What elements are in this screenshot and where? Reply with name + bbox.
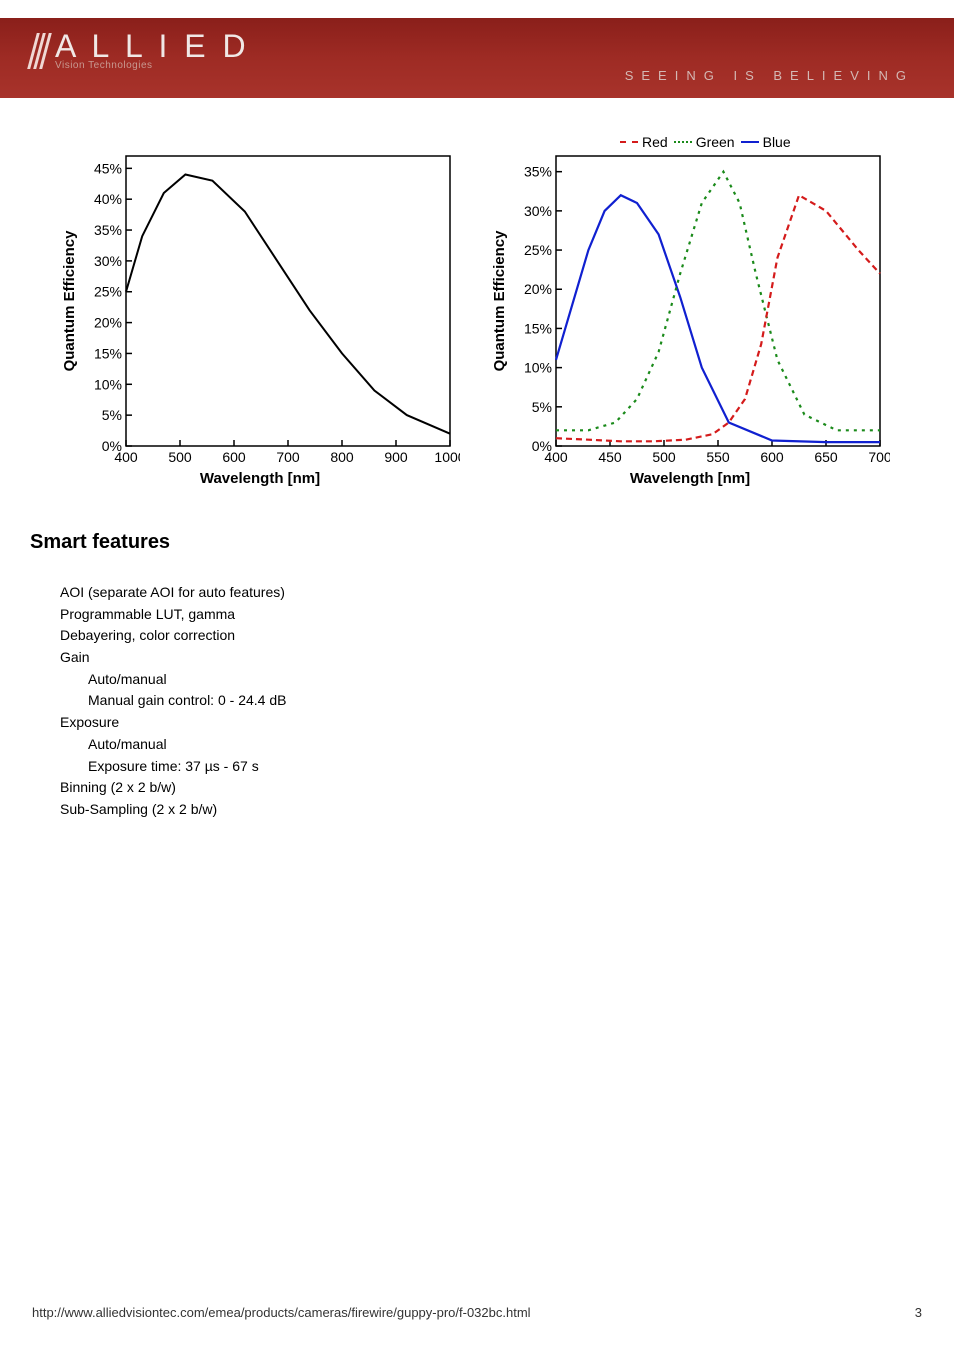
legend-item: Green (674, 134, 735, 150)
svg-text:30%: 30% (94, 253, 122, 269)
svg-text:30%: 30% (524, 203, 552, 219)
svg-text:500: 500 (652, 449, 676, 465)
svg-text:15%: 15% (94, 345, 122, 361)
page-header: A L L I E D Vision Technologies SEEING I… (0, 0, 954, 98)
logo-stripes (27, 33, 52, 69)
feature-item: Exposure (60, 712, 894, 734)
svg-text:40%: 40% (94, 191, 122, 207)
feature-item: Manual gain control: 0 - 24.4 dB (88, 690, 894, 712)
logo-main: A L L I E D (55, 30, 250, 62)
svg-text:700: 700 (868, 449, 890, 465)
feature-item: Programmable LUT, gamma (60, 604, 894, 626)
chart-rgb-legend: Red Green Blue (620, 134, 791, 150)
svg-text:Quantum Efficiency: Quantum Efficiency (491, 230, 508, 372)
tagline: SEEING IS BELIEVING (625, 68, 914, 83)
section-title: Smart features (30, 531, 894, 554)
svg-text:5%: 5% (532, 399, 552, 415)
svg-text:5%: 5% (102, 407, 122, 423)
footer-page: 3 (915, 1305, 922, 1320)
feature-item: Exposure time: 37 µs - 67 s (88, 756, 894, 778)
chart-rgb: RedGreenBlue 0%5%10%15%20%25%30%35%40045… (490, 138, 890, 487)
svg-text:25%: 25% (94, 284, 122, 300)
svg-text:Quantum Efficiency: Quantum Efficiency (61, 230, 78, 372)
svg-text:450: 450 (598, 449, 622, 465)
svg-text:600: 600 (760, 449, 784, 465)
svg-text:900: 900 (384, 449, 408, 465)
svg-text:500: 500 (168, 449, 192, 465)
feature-item: Gain (60, 647, 894, 669)
feature-item: Auto/manual (88, 669, 894, 691)
feature-item: Auto/manual (88, 734, 894, 756)
svg-text:15%: 15% (524, 320, 552, 336)
svg-text:10%: 10% (524, 360, 552, 376)
chart-rgb-xlabel: Wavelength [nm] (490, 470, 890, 487)
feature-item: Sub-Sampling (2 x 2 b/w) (60, 799, 894, 821)
svg-text:550: 550 (706, 449, 730, 465)
svg-text:20%: 20% (524, 281, 552, 297)
svg-text:650: 650 (814, 449, 838, 465)
svg-text:35%: 35% (524, 164, 552, 180)
chart-rgb-svg: 0%5%10%15%20%25%30%35%400450500550600650… (490, 138, 890, 468)
svg-text:10%: 10% (94, 376, 122, 392)
svg-text:35%: 35% (94, 222, 122, 238)
chart-mono-svg: 0%5%10%15%20%25%30%35%40%45%400500600700… (60, 138, 460, 468)
svg-text:45%: 45% (94, 160, 122, 176)
page-footer: http://www.alliedvisiontec.com/emea/prod… (32, 1305, 922, 1320)
feature-item: Debayering, color correction (60, 625, 894, 647)
chart-mono-xlabel: Wavelength [nm] (60, 470, 460, 487)
footer-url: http://www.alliedvisiontec.com/emea/prod… (32, 1305, 531, 1320)
svg-text:1000: 1000 (434, 449, 460, 465)
features-list: AOI (separate AOI for auto features)Prog… (60, 582, 894, 821)
feature-item: AOI (separate AOI for auto features) (60, 582, 894, 604)
legend-item: Blue (741, 134, 791, 150)
feature-item: Binning (2 x 2 b/w) (60, 777, 894, 799)
svg-text:20%: 20% (94, 315, 122, 331)
svg-text:400: 400 (114, 449, 138, 465)
legend-item: Red (620, 134, 668, 150)
logo: A L L I E D Vision Technologies (32, 30, 250, 71)
svg-text:400: 400 (544, 449, 568, 465)
charts-row: 0%5%10%15%20%25%30%35%40%45%400500600700… (60, 138, 894, 487)
svg-text:700: 700 (276, 449, 300, 465)
svg-text:25%: 25% (524, 242, 552, 258)
chart-mono: 0%5%10%15%20%25%30%35%40%45%400500600700… (60, 138, 460, 487)
svg-text:600: 600 (222, 449, 246, 465)
svg-text:800: 800 (330, 449, 354, 465)
